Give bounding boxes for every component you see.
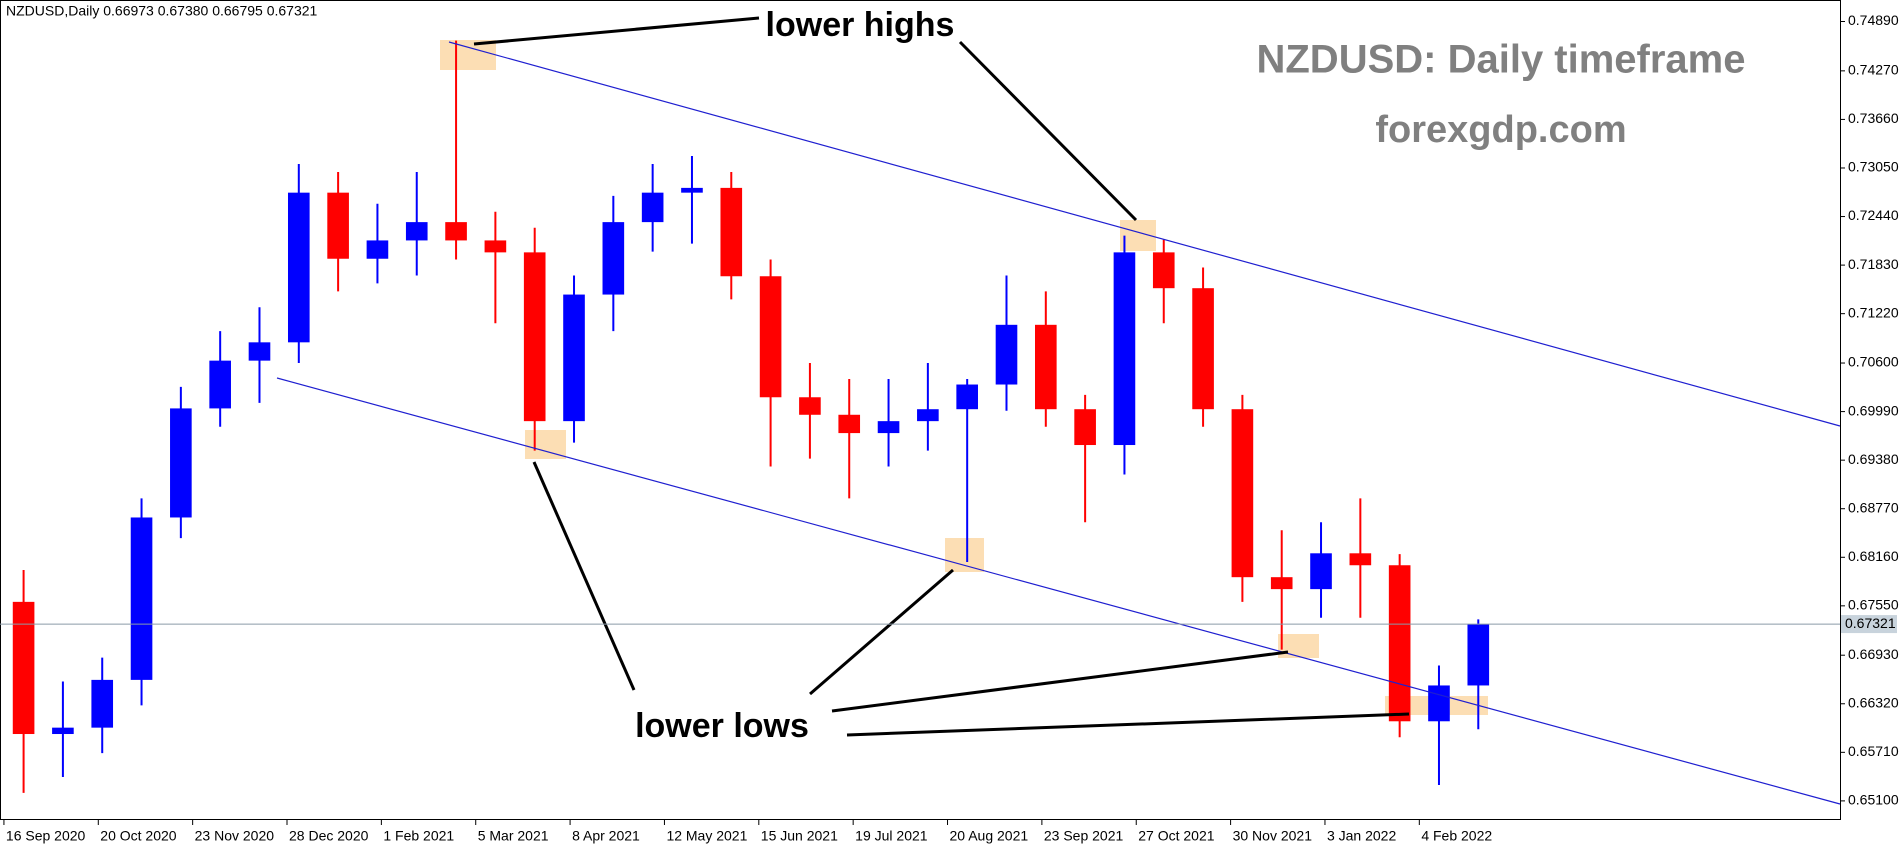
y-tick-label: 0.66930 bbox=[1848, 646, 1899, 662]
candle-body bbox=[523, 252, 546, 422]
candle-body bbox=[248, 342, 271, 361]
candle-body bbox=[405, 222, 428, 241]
candle-body bbox=[366, 240, 389, 259]
x-tick-label: 15 Jun 2021 bbox=[761, 828, 838, 844]
channel-lower bbox=[276, 377, 1841, 805]
candle-body bbox=[1310, 553, 1332, 590]
candle-body bbox=[1270, 577, 1293, 590]
y-tick-label: 0.65710 bbox=[1848, 743, 1899, 759]
y-tick-label: 0.74890 bbox=[1848, 12, 1899, 28]
x-tick-label: 12 May 2021 bbox=[666, 828, 747, 844]
highlight-box bbox=[440, 40, 496, 70]
last-price-label: 0.67321 bbox=[1845, 615, 1896, 631]
y-tick-label: 0.71830 bbox=[1848, 256, 1899, 272]
x-tick-label: 28 Dec 2020 bbox=[289, 828, 369, 844]
arrow bbox=[532, 461, 636, 691]
x-tick-label: 19 Jul 2021 bbox=[855, 828, 928, 844]
plot-frame bbox=[0, 0, 1841, 820]
highlight-box bbox=[945, 538, 984, 572]
candle-body bbox=[1192, 288, 1214, 410]
candle-body bbox=[602, 222, 625, 295]
candle-body bbox=[681, 187, 703, 193]
x-tick-label: 20 Aug 2021 bbox=[950, 828, 1029, 844]
candle-body bbox=[799, 397, 821, 415]
x-tick-label: 5 Mar 2021 bbox=[478, 828, 549, 844]
candle-body bbox=[1428, 685, 1450, 722]
highlight-box bbox=[525, 430, 566, 459]
candle-body bbox=[52, 727, 74, 735]
y-tick-label: 0.67550 bbox=[1848, 597, 1899, 613]
y-tick-label: 0.68160 bbox=[1848, 548, 1899, 564]
highlight-box bbox=[1278, 634, 1319, 658]
candle-body bbox=[1113, 252, 1136, 446]
candle-body bbox=[445, 222, 467, 241]
candle-body bbox=[209, 360, 231, 409]
candle-body bbox=[170, 408, 192, 518]
x-tick-label: 30 Nov 2021 bbox=[1233, 828, 1313, 844]
highlights bbox=[440, 40, 1488, 715]
x-tick-label: 27 Oct 2021 bbox=[1138, 828, 1214, 844]
x-tick-label: 23 Nov 2020 bbox=[195, 828, 275, 844]
candle-body bbox=[130, 517, 153, 680]
arrow bbox=[473, 16, 760, 46]
channel-upper bbox=[448, 41, 1841, 427]
candle-body bbox=[1388, 565, 1411, 722]
chart-subtitle: forexgdp.com bbox=[1375, 109, 1626, 151]
x-tick-label: 23 Sep 2021 bbox=[1044, 828, 1124, 844]
y-tick-label: 0.72440 bbox=[1848, 207, 1899, 223]
arrow bbox=[846, 712, 1410, 737]
candle-body bbox=[287, 192, 310, 343]
channel bbox=[276, 41, 1841, 805]
arrow bbox=[809, 568, 954, 696]
arrows bbox=[473, 16, 1410, 737]
candle-body bbox=[995, 324, 1018, 385]
arrow bbox=[958, 40, 1138, 222]
plot bbox=[12, 40, 1490, 793]
x-tick-label: 3 Jan 2022 bbox=[1327, 828, 1396, 844]
candle-body bbox=[1467, 624, 1490, 686]
candle-body bbox=[12, 601, 35, 735]
candle-body bbox=[1349, 553, 1372, 566]
y-tick-label: 0.73660 bbox=[1848, 110, 1899, 126]
y-tick-label: 0.69990 bbox=[1848, 402, 1899, 418]
last-price-box bbox=[1841, 615, 1897, 634]
candle-body bbox=[327, 192, 349, 259]
x-tick-label: 4 Feb 2022 bbox=[1421, 828, 1492, 844]
candle-body bbox=[877, 421, 900, 434]
x-tick-label: 8 Apr 2021 bbox=[572, 828, 640, 844]
y-tick-label: 0.71220 bbox=[1848, 304, 1899, 320]
x-tick-label: 16 Sep 2020 bbox=[6, 828, 86, 844]
candle-body bbox=[1152, 252, 1175, 289]
y-tick-label: 0.74270 bbox=[1848, 62, 1899, 78]
x-tick-label: 1 Feb 2021 bbox=[383, 828, 454, 844]
annotation: lower lows bbox=[635, 707, 809, 745]
y-tick-label: 0.65100 bbox=[1848, 792, 1899, 808]
candle-body bbox=[484, 240, 507, 253]
x-tick-label: 20 Oct 2020 bbox=[100, 828, 176, 844]
candle-body bbox=[1231, 409, 1254, 578]
candle-body bbox=[838, 414, 861, 434]
y-tick-label: 0.73050 bbox=[1848, 159, 1899, 175]
candle-body bbox=[1035, 324, 1057, 410]
header: NZDUSD,Daily 0.66973 0.67380 0.66795 0.6… bbox=[6, 3, 318, 19]
candle-body bbox=[917, 409, 939, 422]
chart-title: NZDUSD: Daily timeframe bbox=[1256, 38, 1745, 82]
y-tick-label: 0.68770 bbox=[1848, 499, 1899, 515]
candle-body bbox=[759, 276, 782, 398]
y-tick-label: 0.66320 bbox=[1848, 694, 1899, 710]
arrow bbox=[831, 650, 1289, 713]
y-tick-label: 0.69380 bbox=[1848, 451, 1899, 467]
candle-body bbox=[956, 384, 978, 410]
annotation: lower highs bbox=[766, 6, 955, 44]
candle-body bbox=[1074, 409, 1096, 446]
candle-body bbox=[641, 192, 664, 223]
candle-body bbox=[720, 187, 743, 277]
candle-body bbox=[563, 294, 585, 422]
candle-body bbox=[91, 679, 114, 728]
y-tick-label: 0.70600 bbox=[1848, 354, 1899, 370]
